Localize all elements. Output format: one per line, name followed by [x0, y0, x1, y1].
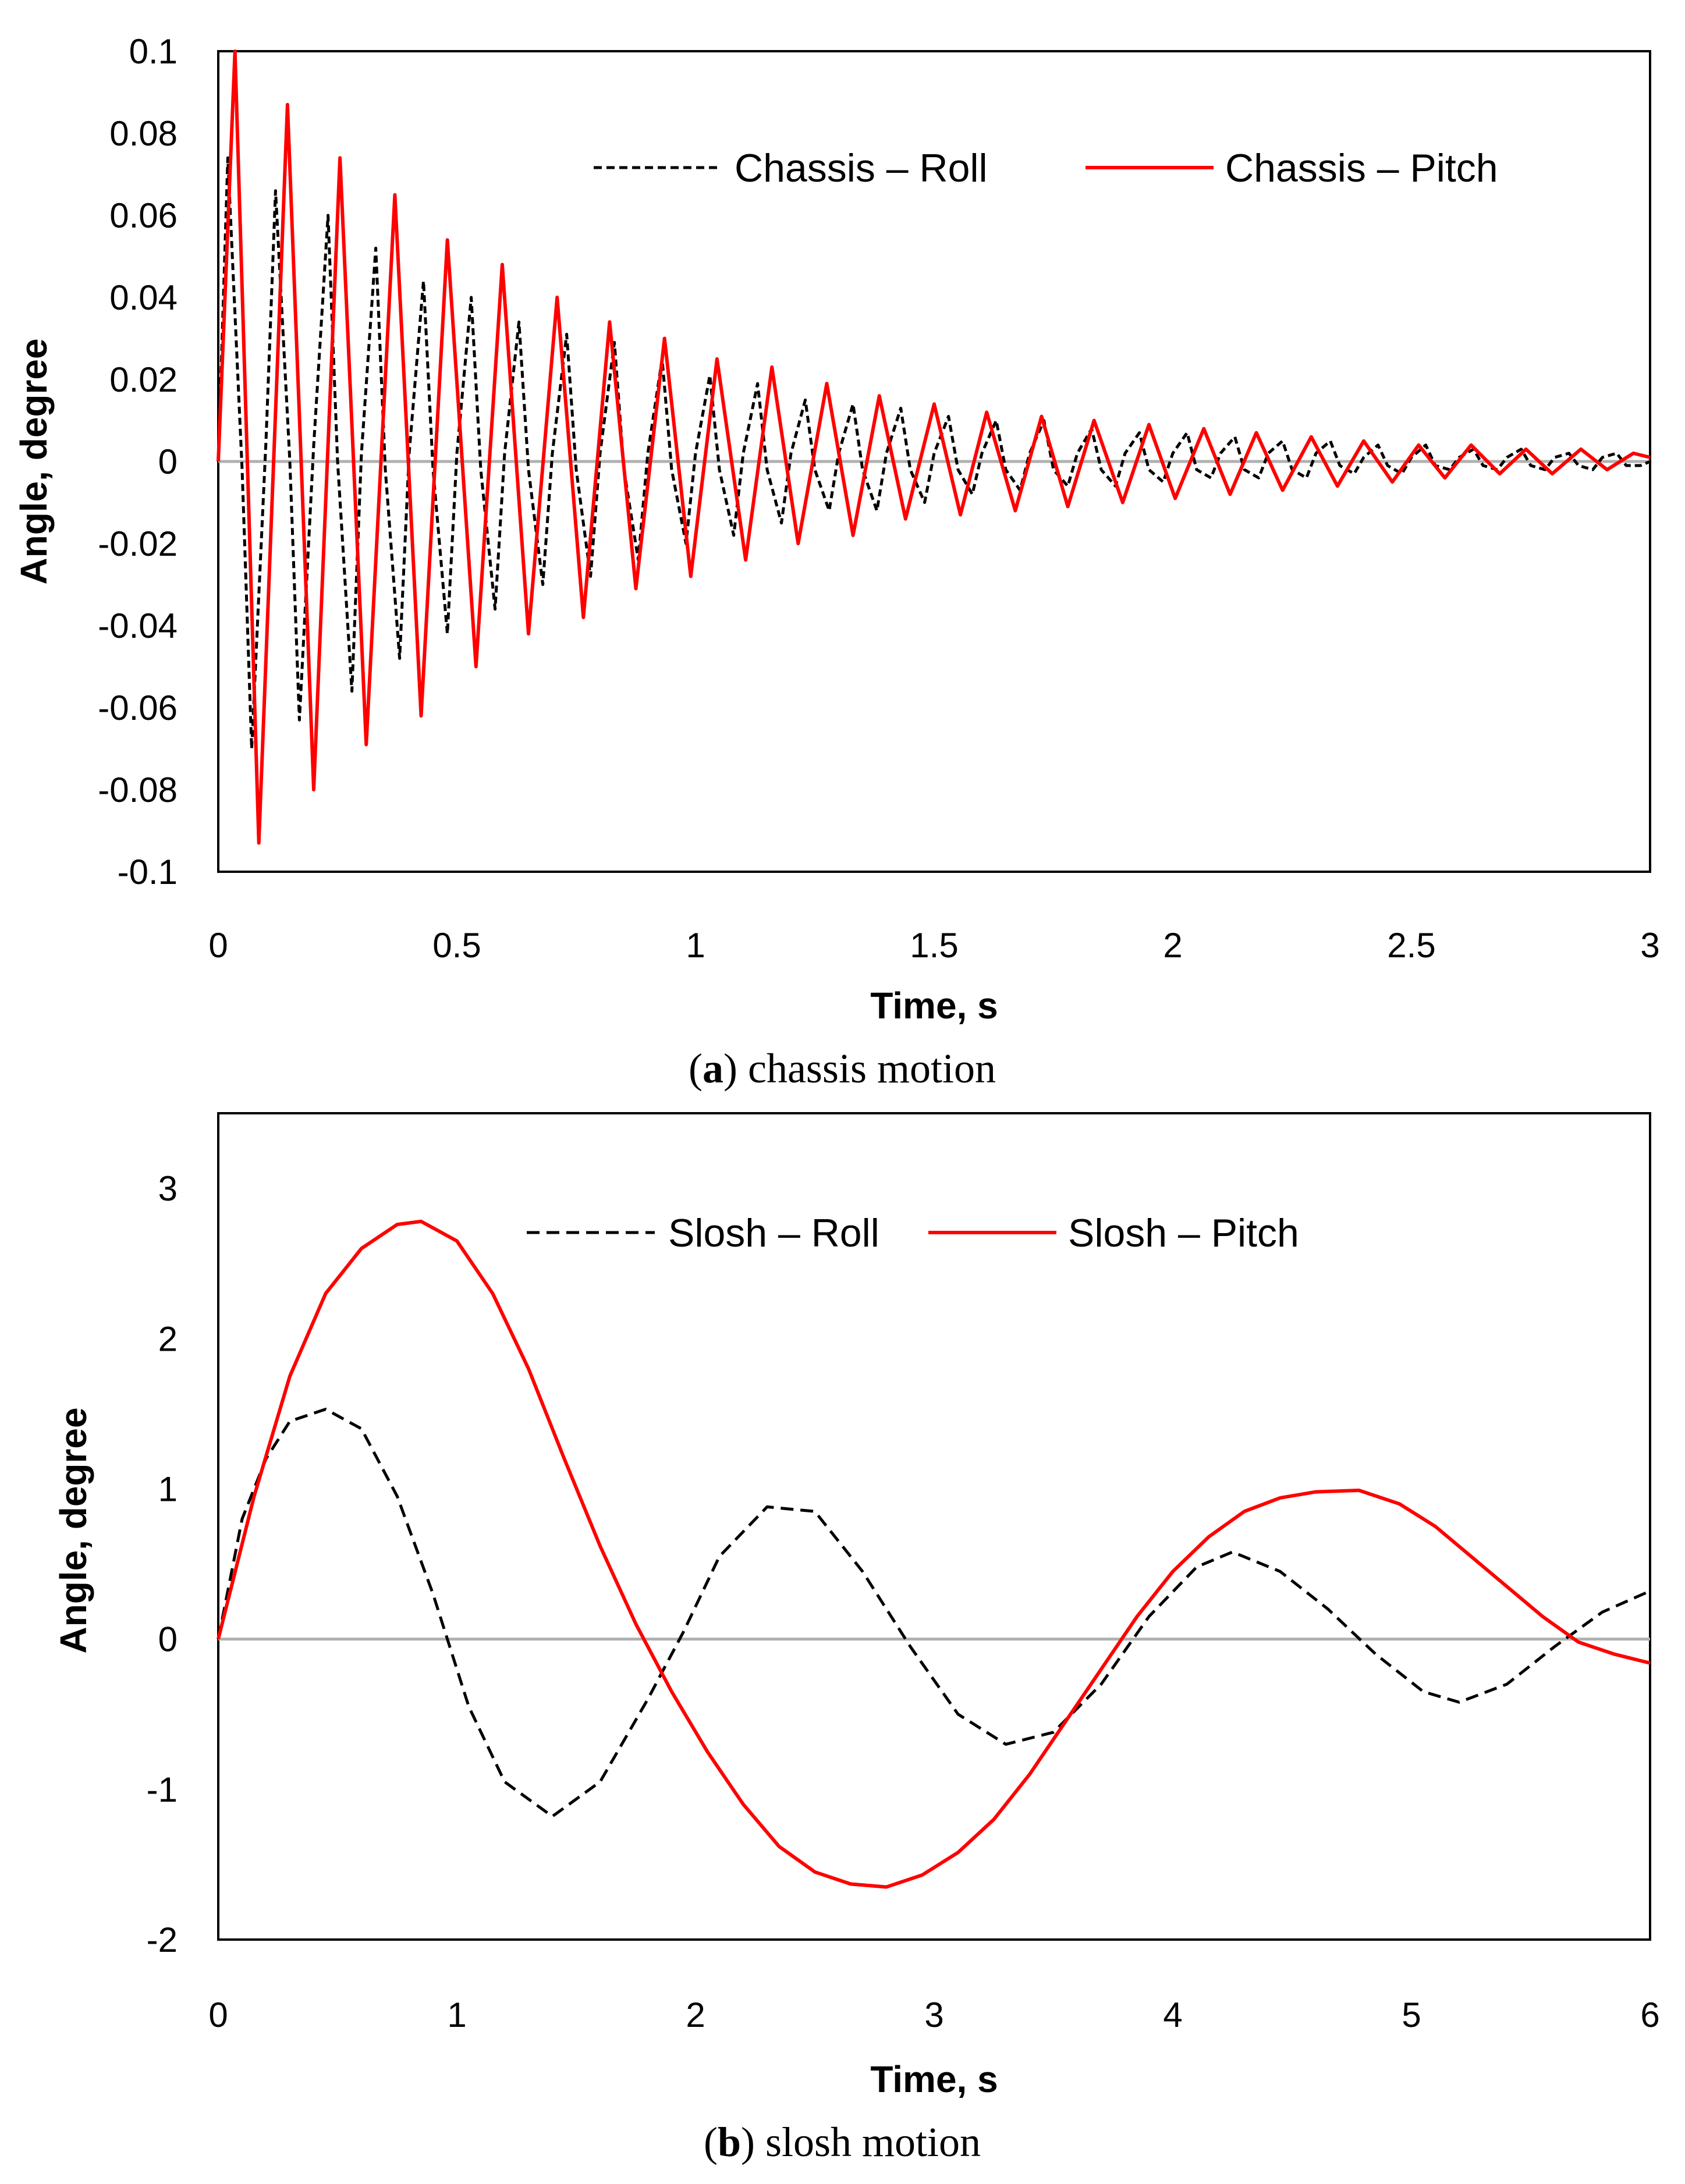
chart-b-y-ticks: 3 2 1 0 -1 -2 — [147, 1169, 178, 1959]
chart-a-y-tick-label: 0.02 — [109, 360, 178, 399]
chart-b-x-tick-label: 1 — [447, 1995, 466, 2034]
chart-b-x-axis-label: Time, s — [870, 2058, 998, 2100]
chart-b-x-tick-label: 6 — [1640, 1995, 1659, 2034]
chart-b-y-tick-label: 0 — [158, 1620, 178, 1659]
chart-a-x-axis-label: Time, s — [870, 985, 998, 1027]
chart-a-x-tick-label: 1.5 — [910, 926, 958, 965]
chart-a-x-tick-label: 2 — [1163, 926, 1182, 965]
chart-a-y-tick-label: 0.1 — [129, 32, 178, 71]
chart-b-x-tick-label: 4 — [1163, 1995, 1182, 2034]
chart-b-series-slosh-pitch — [217, 1219, 1651, 1889]
chart-b-x-tick-label: 2 — [686, 1995, 705, 2034]
chart-b-plot-area — [217, 1112, 1651, 1941]
legend-b-pitch-label: Slosh – Pitch — [1068, 1211, 1299, 1255]
chart-b: 3 2 1 0 -1 -2 0 1 2 3 4 5 6 Time, s Angle, degree S… — [52, 1112, 1660, 2165]
chart-a-x-tick-label: 0.5 — [432, 926, 481, 965]
chart-a-y-tick-label: 0 — [158, 442, 178, 481]
legend-b-roll-label: Slosh – Roll — [668, 1211, 879, 1255]
chart-a-y-tick-label: -0.06 — [98, 688, 178, 727]
chart-a-y-tick-label: -0.08 — [98, 770, 178, 809]
chart-b-y-tick-label: 2 — [158, 1319, 178, 1358]
chart-a-x-tick-label: 1 — [686, 926, 705, 965]
chart-a-x-tick-label: 0 — [208, 926, 228, 965]
chart-b-y-tick-label: 1 — [158, 1469, 178, 1508]
chart-b-x-tick-label: 5 — [1402, 1995, 1421, 2034]
chart-b-series-slosh-roll — [217, 1408, 1651, 1818]
chart-a-x-tick-label: 2.5 — [1387, 926, 1435, 965]
caption-a: (a) chassis motion — [689, 1045, 996, 1092]
chart-a-y-ticks: 0.1 0.08 0.06 0.04 0.02 0 -0.02 -0.04 -0.06 -0.08… — [98, 32, 178, 892]
chart-a-series-chassis-pitch — [217, 49, 1651, 845]
caption-a-text: chassis motion — [748, 1045, 996, 1092]
legend-a-pitch-label: Chassis – Pitch — [1225, 146, 1498, 190]
chart-b-y-tick-label: 3 — [158, 1169, 178, 1208]
chart-b-series — [217, 1219, 1651, 1889]
chart-a-y-tick-label: -0.1 — [118, 853, 178, 892]
chart-b-y-tick-label: -2 — [147, 1920, 178, 1959]
chart-a-x-tick-label: 3 — [1640, 926, 1659, 965]
chart-a-series — [217, 49, 1651, 845]
chart-b-y-tick-label: -1 — [147, 1770, 178, 1809]
chart-a-y-tick-label: 0.04 — [109, 278, 178, 317]
chart-b-x-tick-label: 0 — [208, 1995, 228, 2034]
chart-b-x-tick-label: 3 — [924, 1995, 943, 2034]
chart-a-x-ticks: 0 0.5 1 1.5 2 2.5 3 — [208, 926, 1659, 965]
chart-b-y-axis-label: Angle, degree — [52, 1407, 94, 1653]
chart-b-x-ticks: 0 1 2 3 4 5 6 — [208, 1995, 1659, 2034]
chart-a-y-tick-label: 0.08 — [109, 114, 178, 153]
chart-a-y-tick-label: 0.06 — [109, 196, 178, 235]
caption-b-text: slosh motion — [765, 2119, 981, 2165]
legend-a-roll-label: Chassis – Roll — [735, 146, 988, 190]
caption-b: (b) slosh motion — [704, 2119, 981, 2165]
chart-a-y-axis-label: Angle, degree — [13, 338, 55, 584]
chart-a-series-chassis-roll — [217, 156, 1651, 750]
caption-a-letter: a — [703, 1045, 723, 1092]
caption-b-letter: b — [718, 2119, 741, 2165]
chart-a: 0.1 0.08 0.06 0.04 0.02 0 -0.02 -0.04 -0.06 -0.08… — [13, 32, 1660, 1092]
chart-a-y-tick-label: -0.04 — [98, 606, 178, 645]
chart-a-y-tick-label: -0.02 — [98, 524, 178, 563]
